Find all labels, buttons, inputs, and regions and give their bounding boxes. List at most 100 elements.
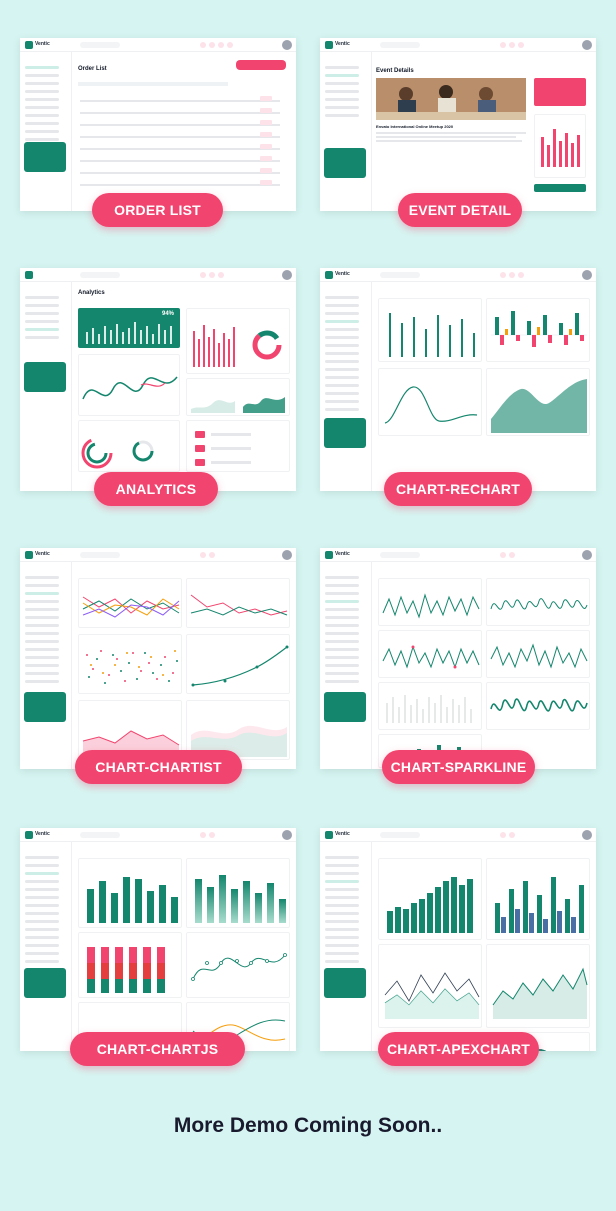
search-input bbox=[80, 42, 120, 48]
apex-grouped-bar-panel bbox=[486, 858, 590, 940]
sidebar bbox=[320, 282, 372, 491]
chartist-scatter-panel bbox=[78, 634, 182, 694]
content bbox=[376, 286, 592, 487]
sidebar-item bbox=[25, 90, 59, 93]
sidebar-item bbox=[25, 98, 59, 101]
demo-card-chart-chartjs[interactable]: Ventic bbox=[20, 828, 296, 1051]
sidebar-item bbox=[25, 66, 59, 69]
logo-icon bbox=[325, 271, 333, 279]
demo-label-order-list[interactable]: ORDER LIST bbox=[92, 193, 223, 227]
search-input bbox=[380, 552, 420, 558]
chartist-multi-line bbox=[82, 596, 180, 618]
sidebar-item bbox=[325, 384, 359, 387]
logo-text: Ventic bbox=[335, 831, 350, 837]
demo-label-analytics[interactable]: ANALYTICS bbox=[94, 472, 218, 506]
logo-icon bbox=[25, 831, 33, 839]
sidebar-item bbox=[25, 664, 59, 667]
demo-card-analytics[interactable]: Analytics 94% bbox=[20, 268, 296, 491]
sidebar-item bbox=[325, 368, 359, 371]
chartist-scatter bbox=[86, 650, 178, 684]
sales-revenue-panel bbox=[78, 354, 180, 416]
gift-icon bbox=[518, 272, 524, 278]
sidebar-item bbox=[325, 872, 359, 875]
bell-icon bbox=[500, 42, 506, 48]
sidebar-item bbox=[25, 296, 59, 299]
sidebar-item bbox=[325, 912, 359, 915]
avatar bbox=[282, 270, 292, 280]
sales-summary-panel bbox=[534, 114, 586, 178]
sidebar bbox=[320, 842, 372, 1051]
sales-bar-chart bbox=[541, 129, 580, 167]
sidebar-item bbox=[25, 608, 59, 611]
demo-card-chart-sparkline[interactable]: Ventic bbox=[320, 548, 596, 769]
sidebar bbox=[20, 562, 72, 769]
sidebar-item bbox=[325, 114, 359, 117]
demo-card-chart-rechart[interactable]: Ventic bbox=[320, 268, 596, 491]
sidebar-item bbox=[325, 672, 359, 675]
sales-mini-bars bbox=[86, 322, 172, 344]
sidebar-item bbox=[325, 304, 359, 307]
demo-label-chart-sparkline[interactable]: CHART-SPARKLINE bbox=[382, 750, 535, 784]
sparkline-curve bbox=[490, 598, 588, 610]
search-input bbox=[80, 832, 120, 838]
sidebar-promo bbox=[324, 148, 366, 178]
content bbox=[376, 566, 592, 769]
apex-area-chart bbox=[492, 967, 588, 1019]
sidebar-item bbox=[325, 856, 359, 859]
demo-label-chart-rechart[interactable]: CHART-RECHART bbox=[384, 472, 532, 506]
sidebar-item bbox=[325, 392, 359, 395]
avatar bbox=[282, 830, 292, 840]
demo-label-chart-chartist[interactable]: CHART-CHARTIST bbox=[75, 750, 242, 784]
chartjs-solid-bar bbox=[87, 877, 178, 923]
sidebar-item bbox=[325, 624, 359, 627]
avatar bbox=[282, 40, 292, 50]
content bbox=[376, 846, 592, 1051]
demo-label-chart-apexchart[interactable]: CHART-APEXCHART bbox=[378, 1032, 539, 1066]
demo-card-chart-apexchart[interactable]: Ventic bbox=[320, 828, 596, 1051]
text-line bbox=[376, 136, 516, 138]
logo-icon bbox=[325, 41, 333, 49]
sparkline-simple-panel bbox=[378, 578, 482, 626]
sparkline-curve-panel bbox=[486, 578, 590, 626]
sidebar-item bbox=[25, 656, 59, 659]
text-line bbox=[376, 132, 526, 134]
pie-chart-panel bbox=[78, 420, 180, 472]
sidebar-item bbox=[25, 114, 59, 117]
sidebar-item bbox=[325, 106, 359, 109]
sidebar-item bbox=[325, 928, 359, 931]
demo-label-event-detail[interactable]: EVENT DETAIL bbox=[398, 193, 522, 227]
chat-icon bbox=[209, 832, 215, 838]
avatar bbox=[282, 550, 292, 560]
sidebar-item bbox=[25, 592, 59, 595]
chartjs-gradient-bar-panel bbox=[186, 858, 290, 928]
demo-card-order-list[interactable]: Ventic Order List bbox=[20, 38, 296, 211]
sidebar-item bbox=[25, 576, 59, 579]
sidebar-item bbox=[325, 328, 359, 331]
sidebar-item bbox=[25, 872, 59, 875]
sidebar-item bbox=[325, 616, 359, 619]
sidebar-item bbox=[325, 90, 359, 93]
sidebar-item bbox=[325, 640, 359, 643]
sidebar-item bbox=[25, 74, 59, 77]
demo-card-chart-chartist[interactable]: Ventic bbox=[20, 548, 296, 769]
sidebar-item bbox=[25, 856, 59, 859]
demo-label-chart-chartjs[interactable]: CHART-CHARTJS bbox=[70, 1032, 245, 1066]
sidebar-item bbox=[325, 296, 359, 299]
sales-percent: 94% bbox=[161, 311, 174, 317]
avatar bbox=[582, 830, 592, 840]
logo-text: Ventic bbox=[35, 551, 50, 557]
sidebar-item bbox=[25, 312, 59, 315]
trending-list bbox=[195, 431, 251, 466]
chat-icon bbox=[509, 832, 515, 838]
coming-soon-text: More Demo Coming Soon.. bbox=[173, 1114, 443, 1137]
chartist-animation-panel bbox=[78, 578, 182, 628]
page-title: Event Details bbox=[376, 68, 414, 74]
chat-icon bbox=[209, 42, 215, 48]
ticket-price-card bbox=[534, 78, 586, 106]
gift-icon bbox=[518, 42, 524, 48]
sidebar-item bbox=[325, 400, 359, 403]
sidebar-item bbox=[325, 632, 359, 635]
sidebar-item bbox=[25, 672, 59, 675]
demo-card-event-detail[interactable]: Ventic Event Details bbox=[320, 38, 596, 211]
